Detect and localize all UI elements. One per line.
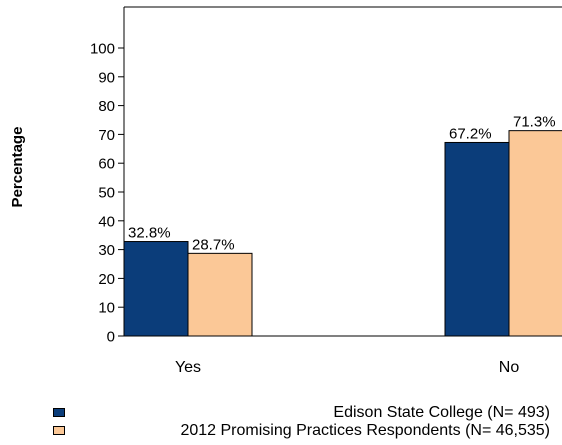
- value-label-respondents-no: 71.3%: [513, 114, 556, 131]
- y-axis-title: Percentage: [9, 127, 26, 208]
- value-label-edison-no: 67.2%: [449, 125, 492, 142]
- y-tick-label: 0: [107, 329, 115, 346]
- bar-respondents-yes: [187, 252, 253, 337]
- y-tick-label: 90: [98, 69, 115, 86]
- value-label-respondents-yes: 28.7%: [192, 236, 235, 253]
- y-tick-label: 50: [98, 185, 115, 202]
- bar-edison-yes: [123, 241, 189, 337]
- y-tick-label: 100: [90, 41, 115, 58]
- y-tick-label: 60: [98, 156, 115, 173]
- y-tick-label: 80: [98, 98, 115, 115]
- bar-respondents-no: [508, 130, 562, 337]
- x-tick-label-no: No: [499, 359, 520, 376]
- value-label-edison-yes: 32.8%: [128, 225, 171, 242]
- y-tick-label: 30: [98, 242, 115, 259]
- bar-edison-no: [444, 141, 510, 337]
- x-tick-label-yes: Yes: [175, 359, 201, 376]
- y-tick-label: 70: [98, 127, 115, 144]
- y-tick-label: 10: [98, 300, 115, 317]
- y-tick-label: 40: [98, 213, 115, 230]
- y-tick-label: 20: [98, 271, 115, 288]
